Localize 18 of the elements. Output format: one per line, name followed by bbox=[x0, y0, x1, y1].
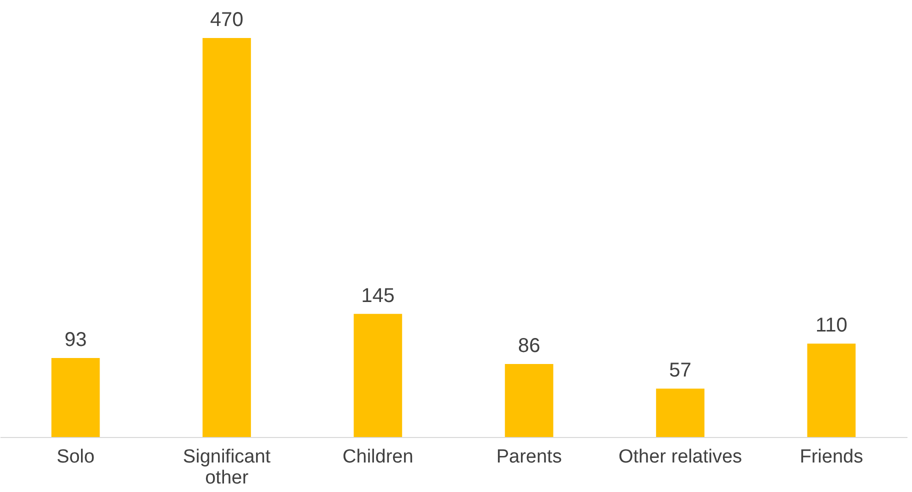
bar bbox=[504, 364, 554, 437]
bar bbox=[807, 344, 856, 437]
bar bbox=[51, 358, 100, 437]
bar bbox=[656, 388, 704, 437]
bar bbox=[354, 314, 402, 437]
x-tick-label: Significant other bbox=[182, 446, 272, 488]
data-label: 93 bbox=[64, 329, 87, 352]
x-tick-label: Parents bbox=[496, 446, 562, 468]
x-tick-label: Other relatives bbox=[618, 446, 742, 468]
data-label: 57 bbox=[669, 360, 692, 382]
bar bbox=[202, 38, 251, 437]
x-tick-label: Friends bbox=[800, 446, 864, 468]
x-tick-label: Solo bbox=[56, 446, 95, 468]
x-tick-label: Children bbox=[342, 446, 414, 468]
data-label: 470 bbox=[210, 9, 244, 31]
data-label: 145 bbox=[361, 284, 395, 307]
data-label: 86 bbox=[518, 334, 540, 357]
data-label: 110 bbox=[815, 314, 848, 337]
